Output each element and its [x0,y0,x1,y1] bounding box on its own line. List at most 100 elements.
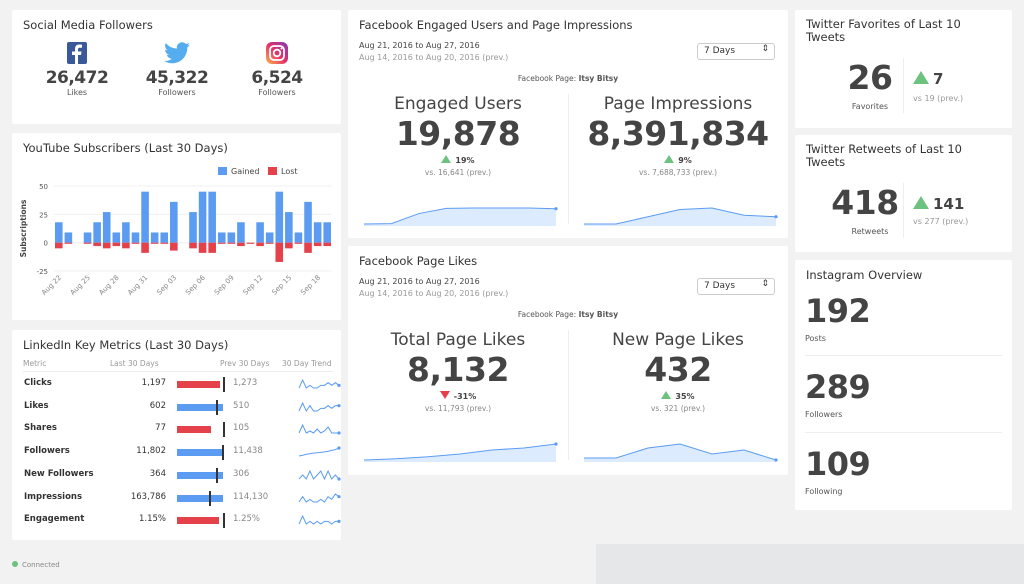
sparkline-line [298,424,339,435]
social-followers-card: Social Media Followers 26,472 Likes 45,3… [12,10,341,124]
prev-marker [223,513,225,529]
youtube-chart: 50 25 0 -25 Subscriptions Aug 22 Aug 25 Aug 28 A… [19,167,332,297]
gained-bar [304,201,312,243]
social-item-facebook: 26,472 Likes [27,42,127,97]
linkedin-row: Engagement 1.15% 1.25% [23,509,341,531]
legend-label: Gained [231,167,259,176]
facebook-page-label: Facebook Page: Itsy Bitsy [517,74,619,83]
gained-bar [122,222,130,243]
trend-area-chart [363,442,558,462]
select-arrows-icon: ⇕ [761,279,769,289]
prev-marker [223,422,225,438]
metric-title: Engaged Users [394,94,522,114]
trend-sparkline [298,446,341,457]
select-arrows-icon: ⇕ [761,44,769,54]
last-value: 602 [149,400,166,411]
metric-prev: vs. 11,793 (prev.) [424,404,492,413]
card-title: Facebook Page Likes [359,254,478,268]
lost-bar [285,242,293,249]
trend-area-chart [584,443,778,462]
sparkline-endpoint [337,383,341,387]
favorites-label: Favorites [851,102,889,111]
date-range: Aug 21, 2016 to Aug 27, 2016 [359,41,480,50]
last-value: 1.15% [138,514,166,525]
header-metric: Metric [23,359,47,368]
lost-bar [189,242,197,249]
gained-bar [227,232,236,243]
trend-sparkline [298,424,341,435]
card-title: Social Media Followers [23,18,153,32]
metric-name: Clicks [24,378,52,388]
metric-prev: vs. 16,641 (prev.) [424,168,492,177]
sparkline-area [584,444,776,462]
trend-sparkline [298,514,341,525]
gained-bar [275,191,284,243]
x-tick-label: Sep 18 [299,274,322,297]
gained-bar [141,191,149,243]
following-label: Following [805,487,843,496]
twitter-followers-label: Followers [158,88,196,97]
sparkline-line [363,207,557,225]
lost-bar [170,242,178,251]
footer-panel [596,544,1024,584]
facebook-metric: Page Impressions 8,391,834 9% vs. 7,688,… [568,94,788,234]
prev-marker [215,399,218,415]
metric-name: Engagement [24,514,85,525]
y-tick-label: -25 [37,268,48,276]
facebook-engagement-card: Facebook Engaged Users and Page Impressi… [348,10,788,238]
lost-bar [265,242,274,244]
x-tick-label: Sep 03 [155,274,178,297]
prev-value: 1,273 [233,378,258,388]
gained-bar [131,232,140,243]
trend-area-chart [584,207,778,226]
favorites-change: 7 [913,70,943,88]
social-item-instagram: 6,524 Followers [227,42,327,97]
prev-value: 1.25% [233,514,261,525]
x-tick-label: Sep 06 [184,273,207,296]
lost-bar [227,242,236,244]
social-item-twitter: 45,322 Followers [127,42,227,97]
lost-bar [313,242,322,247]
lost-bar [160,242,169,244]
lost-bar [237,242,245,247]
gained-bar [198,191,207,243]
gained-bar [265,232,274,243]
metric-prev: vs. 7,688,733 (prev.) [638,168,718,177]
sparkline-line [584,207,777,225]
facebook-likes-value: 26,472 [45,68,109,88]
comparison-bar [177,426,211,434]
lost-bar [83,242,92,244]
metric-change: -31% [348,391,568,401]
comparison-bar [177,449,223,457]
lost-bar [55,242,63,249]
x-tick-label: Sep 15 [270,274,293,297]
sparkline-line [298,492,340,503]
prev-marker [221,445,224,461]
header-prev: Prev 30 Days [220,359,270,368]
metric-value: 19,878 [395,114,521,153]
gained-bar [160,232,169,243]
last-value: 11,802 [136,446,166,457]
retweets-label: Retweets [851,227,889,236]
posts-value: 192 [805,292,871,330]
sparkline-endpoint [337,431,341,435]
period-select[interactable]: 7 Days ⇕ [697,278,775,295]
lost-bar [150,242,159,244]
up-arrow-icon [664,155,675,163]
lost-bar [93,242,101,247]
metric-title: Total Page Likes [390,330,526,350]
card-title: Twitter Retweets of Last 10 Tweets [806,142,962,169]
gained-bar [208,191,216,243]
lost-bar [304,242,312,253]
sparkline-endpoint [337,494,341,498]
metric-change: 9% [568,155,788,165]
instagram-overview-card: Instagram Overview 192 Posts 289 Followe… [795,260,1012,510]
gained-bar [237,222,245,243]
favorites-prev: vs 19 (prev.) [913,94,964,103]
comparison-bar [177,471,223,479]
metric-title: Page Impressions [603,94,753,114]
sparkline-endpoint [337,403,341,407]
x-tick-label: Sep 12 [242,274,265,297]
lost-bar [323,242,331,247]
period-select[interactable]: 7 Days ⇕ [697,43,775,60]
